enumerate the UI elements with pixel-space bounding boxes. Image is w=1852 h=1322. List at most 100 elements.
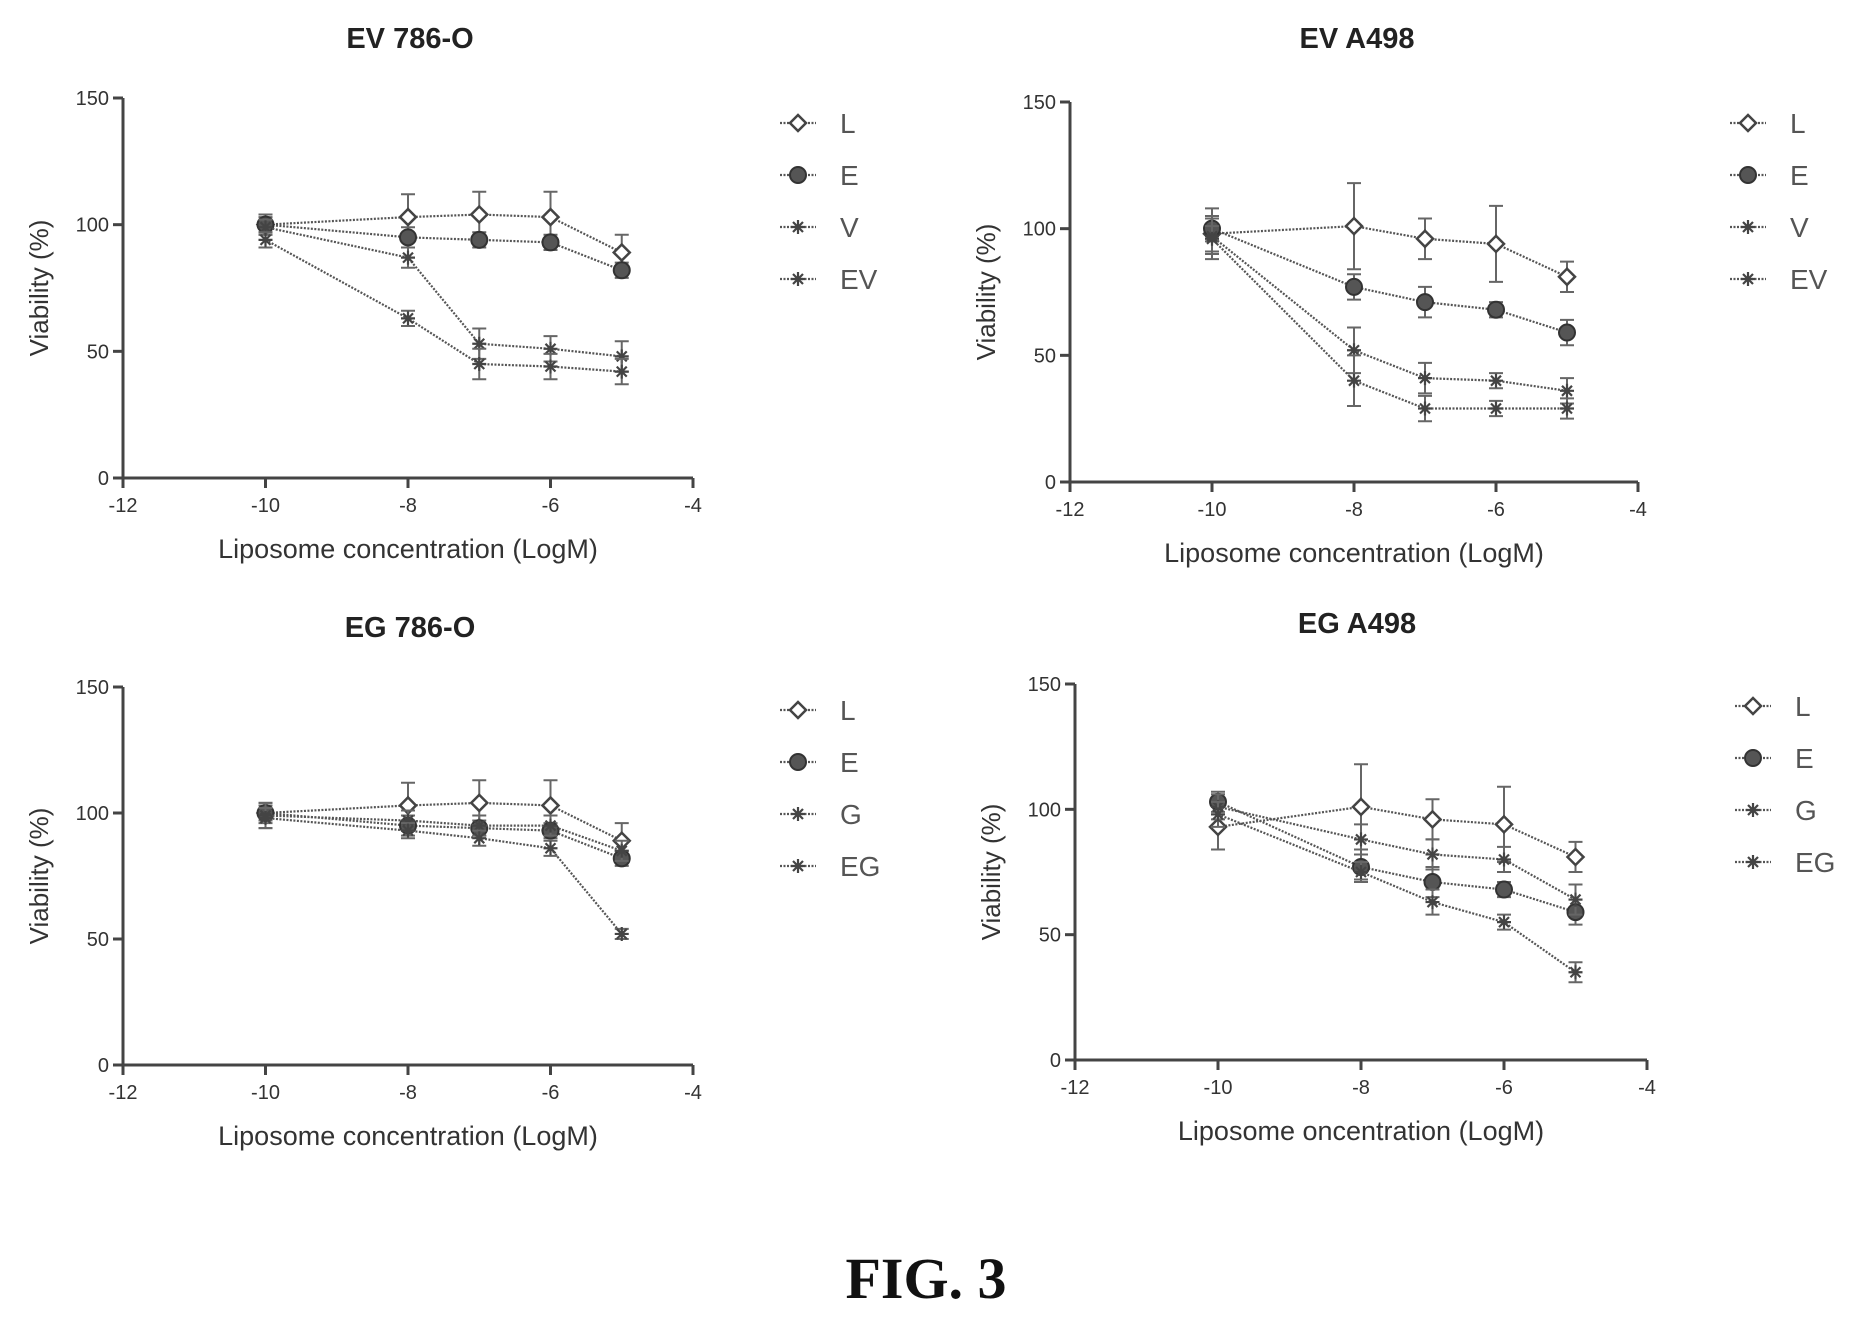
data-point	[1487, 300, 1505, 319]
x-tick-label: -12	[109, 1082, 138, 1104]
legend-label: G	[1795, 795, 1817, 826]
data-point	[1422, 809, 1443, 830]
data-point	[540, 795, 561, 816]
x-tick-label: -10	[251, 1082, 280, 1104]
legend-marker	[1746, 855, 1760, 869]
series-line	[265, 814, 623, 852]
data-point	[1568, 965, 1583, 980]
data-point	[1354, 865, 1368, 879]
series-G	[258, 801, 629, 862]
data-point	[614, 926, 629, 941]
legend-label: G	[840, 799, 862, 830]
data-point	[1425, 895, 1440, 910]
legend-marker	[1746, 803, 1760, 817]
chart-title: EG A498	[1298, 608, 1416, 640]
series-line	[265, 223, 623, 272]
legend-label: EV	[1790, 264, 1828, 295]
data-point	[1344, 216, 1364, 236]
x-tick-label: -6	[1495, 1077, 1513, 1099]
data-point	[1205, 231, 1219, 246]
legend-label: EV	[840, 264, 878, 295]
data-point	[1494, 814, 1514, 835]
legend-entry-L: L	[1730, 108, 1806, 139]
series-line	[264, 238, 622, 373]
data-point	[611, 242, 632, 263]
y-tick-label: 50	[87, 341, 109, 363]
x-tick-label: -12	[1056, 499, 1085, 521]
series-E	[256, 804, 631, 868]
series-E	[1209, 790, 1585, 926]
y-axis-label: Viability (%)	[976, 804, 1006, 941]
series-EV	[1205, 225, 1574, 423]
x-tick-label: -10	[1204, 1077, 1233, 1099]
data-point	[1415, 229, 1435, 249]
data-point	[401, 311, 415, 326]
legend-marker	[791, 859, 805, 873]
data-point	[1418, 401, 1432, 416]
data-point	[540, 207, 561, 227]
data-point	[399, 228, 417, 247]
chart-title: EV A498	[1300, 23, 1415, 55]
x-tick-label: -8	[399, 1082, 417, 1104]
y-tick-label: 100	[76, 803, 109, 825]
legend-entry-EV: EV	[780, 264, 878, 295]
legend-entry-L: L	[1735, 691, 1811, 722]
x-tick-label: -4	[684, 495, 702, 517]
data-point	[1489, 373, 1503, 388]
data-point	[398, 207, 418, 227]
x-tick-label: -8	[1345, 499, 1363, 521]
data-point	[1416, 293, 1434, 312]
data-point	[614, 349, 629, 364]
data-point	[472, 336, 487, 351]
x-tick-label: -8	[399, 495, 417, 517]
data-point	[401, 813, 415, 828]
y-tick-label: 150	[76, 677, 109, 699]
y-axis-label: Viability (%)	[971, 224, 1001, 361]
y-tick-label: 0	[1045, 472, 1056, 494]
legend-label: E	[840, 747, 859, 778]
data-point	[258, 232, 273, 247]
data-point	[1558, 323, 1576, 342]
chart-panel-3: EG 786-O -12 -10 -8 -6 -4 0 50 100 150 Liposome co…	[24, 612, 880, 1151]
x-tick-label: -4	[1629, 499, 1647, 521]
x-tick-label: -4	[1638, 1077, 1656, 1099]
legend-marker	[1741, 220, 1755, 234]
data-point	[469, 793, 490, 813]
legend-marker	[788, 113, 808, 133]
data-point	[614, 843, 629, 858]
legend-entry-L: L	[780, 695, 856, 726]
legend-entry-E: E	[780, 747, 859, 778]
series-L	[1202, 182, 1577, 293]
y-tick-label: 150	[76, 88, 109, 110]
y-tick-label: 100	[76, 215, 109, 237]
series-E	[256, 215, 631, 280]
legend-label: L	[1790, 108, 1806, 139]
legend-label: L	[1795, 691, 1811, 722]
series-line	[1217, 805, 1577, 901]
data-point	[401, 250, 415, 265]
series-line	[1217, 813, 1577, 974]
legend-label: E	[840, 160, 859, 191]
legend-entry-G: G	[780, 799, 862, 830]
data-point	[1418, 371, 1432, 386]
x-tick-label: -6	[542, 1082, 560, 1104]
chart-panel-4: EG A498 -12 -10 -8 -6 -4 0 50 100 150 Liposome onc…	[976, 608, 1835, 1146]
legend-entry-EG: EG	[780, 851, 880, 882]
x-tick-label: -6	[542, 495, 560, 517]
legend-marker	[789, 753, 807, 771]
legend-entry-L: L	[780, 108, 856, 139]
chart-title: EV 786-O	[346, 23, 473, 55]
legend-label: EG	[840, 851, 880, 882]
legend-label: L	[840, 108, 856, 139]
data-point	[472, 818, 487, 833]
y-tick-label: 150	[1023, 92, 1056, 114]
y-tick-label: 50	[1039, 925, 1061, 947]
legend-label: V	[1790, 212, 1809, 243]
data-point	[1347, 373, 1361, 388]
data-point	[612, 261, 631, 280]
data-point	[1486, 234, 1506, 254]
data-point	[1354, 832, 1368, 847]
data-point	[472, 357, 487, 371]
data-point	[258, 811, 273, 826]
